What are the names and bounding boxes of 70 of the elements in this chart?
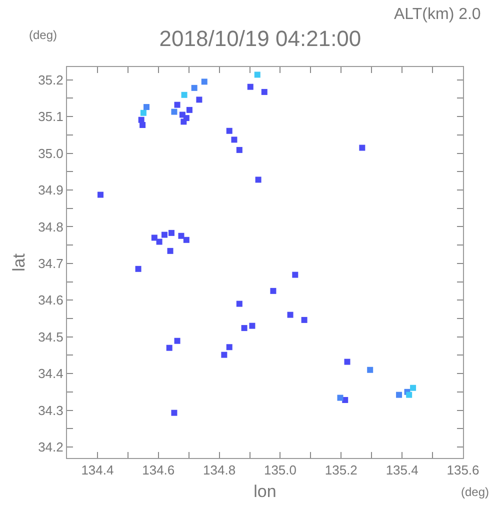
point [249, 322, 256, 329]
text: (deg) [461, 485, 490, 499]
x-tick-label: 135.4 [386, 462, 418, 478]
point [156, 238, 162, 245]
point [181, 92, 188, 98]
x-tick-label: 134.6 [142, 462, 175, 478]
point [410, 384, 416, 391]
x-tick-label: 134.8 [203, 462, 236, 478]
chart-title: 2018/10/19 04:21:00 [159, 26, 362, 51]
x-tick-label: 134.4 [81, 462, 114, 478]
point [135, 266, 142, 272]
y-tick-label: 34.9 [38, 182, 64, 198]
y-tick-label: 35.1 [38, 109, 64, 124]
point [201, 78, 208, 85]
point [221, 352, 228, 358]
y-tick-label: 35.2 [38, 72, 64, 88]
point [166, 344, 172, 351]
point [144, 104, 150, 110]
point [171, 410, 178, 416]
text: ALT(km) 2.0 [394, 6, 481, 23]
y-tick-label: 34.4 [38, 366, 64, 382]
x-tick-label: 135.0 [264, 462, 297, 478]
point [140, 110, 146, 116]
point [292, 272, 298, 278]
point [254, 72, 260, 78]
point [196, 96, 202, 103]
point [191, 84, 198, 91]
point [236, 300, 242, 307]
point [270, 288, 276, 294]
y-tick-label: 35.0 [38, 146, 64, 161]
point [367, 366, 374, 373]
x-tick-label: 135.6 [446, 462, 480, 478]
point [174, 338, 180, 344]
x-tick-label: 135.2 [324, 462, 358, 478]
y-tick-label: 34.3 [38, 402, 64, 418]
point [138, 116, 144, 123]
y-tick-label: 34.2 [38, 440, 64, 455]
point [226, 128, 232, 134]
point [236, 146, 242, 153]
point [167, 248, 174, 254]
point [344, 358, 350, 365]
point [180, 118, 187, 125]
point [287, 312, 294, 318]
x-axis-title: lon [254, 482, 276, 501]
point [168, 230, 174, 236]
point [247, 84, 254, 90]
point [396, 392, 402, 398]
point [161, 232, 168, 238]
point [406, 392, 412, 398]
point [186, 106, 192, 113]
point [226, 344, 232, 350]
y-tick-label: 34.6 [38, 292, 64, 308]
point [359, 144, 366, 151]
point [231, 136, 238, 143]
y-tick-label: 34.5 [38, 329, 64, 344]
point [98, 192, 104, 198]
text: (deg) [29, 28, 58, 42]
point [261, 88, 268, 95]
point [301, 316, 308, 323]
y-tick-label: 34.7 [38, 256, 64, 271]
point [241, 325, 248, 332]
point [151, 234, 158, 241]
y-axis-title: lat [10, 253, 29, 272]
point [255, 176, 262, 183]
point [174, 102, 180, 108]
point [178, 232, 184, 239]
point [183, 236, 190, 243]
point [337, 394, 344, 401]
y-tick-label: 34.8 [38, 219, 64, 234]
point [171, 108, 178, 115]
